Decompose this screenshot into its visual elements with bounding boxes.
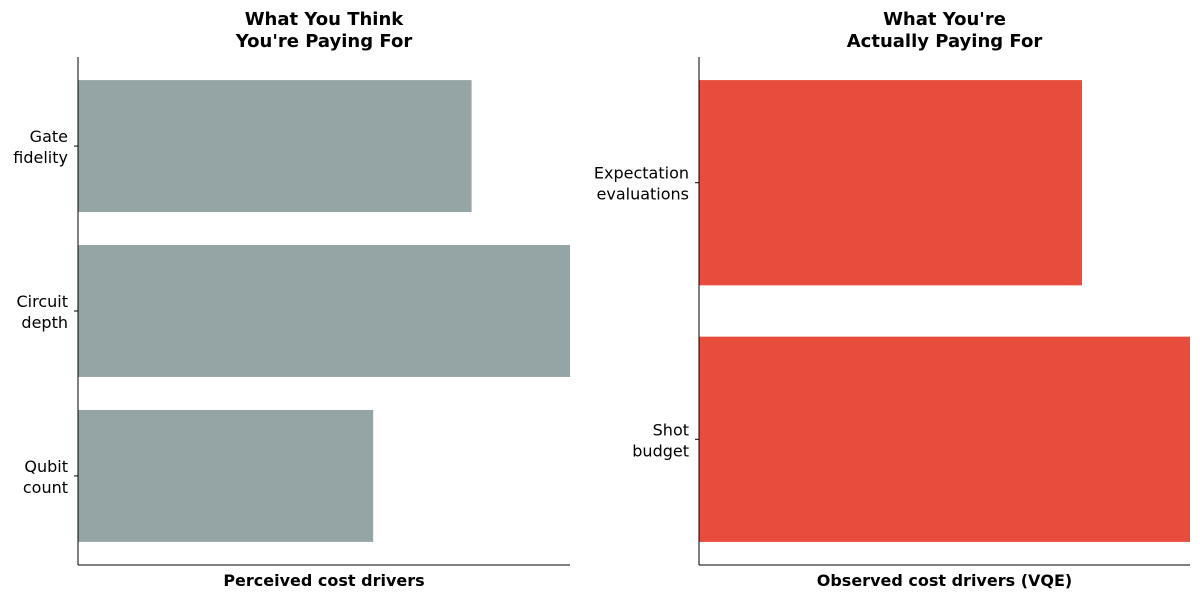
y-tick-label-line: Expectation bbox=[594, 164, 689, 183]
y-tick-label-line: depth bbox=[21, 313, 68, 332]
bar bbox=[699, 80, 1082, 286]
bar bbox=[78, 245, 570, 377]
chart-title-line: What You Think bbox=[245, 9, 405, 30]
y-tick-label-line: count bbox=[23, 478, 68, 497]
y-tick-label-line: evaluations bbox=[597, 185, 690, 204]
y-tick-label: Expectation evaluations bbox=[594, 164, 689, 204]
bar bbox=[78, 80, 472, 213]
chart-title: What You Think You're Paying For bbox=[235, 9, 413, 52]
subplot-2: What You're Actually Paying For Expectatio… bbox=[594, 9, 1190, 590]
y-tick-label: Circuit depth bbox=[17, 292, 69, 332]
chart-title: What You're Actually Paying For bbox=[847, 9, 1043, 52]
y-tick-label-line: Gate bbox=[30, 127, 68, 146]
x-axis-label: Observed cost drivers (VQE) bbox=[817, 571, 1072, 590]
y-tick-label: Shot budget bbox=[632, 420, 689, 460]
y-tick-label: Gate fidelity bbox=[13, 127, 68, 167]
y-tick-label-line: fidelity bbox=[13, 148, 68, 167]
chart-title-line: You're Paying For bbox=[235, 31, 413, 52]
y-tick-label: Qubit count bbox=[23, 457, 68, 497]
bar bbox=[699, 336, 1190, 542]
y-tick-label-line: Shot bbox=[653, 420, 689, 439]
y-tick-label-line: budget bbox=[632, 441, 689, 460]
bar bbox=[78, 409, 374, 542]
subplot-1: What You Think You're Paying For Gate fidel… bbox=[13, 9, 570, 590]
x-axis-label: Perceived cost drivers bbox=[223, 571, 424, 590]
chart-title-line: What You're bbox=[883, 9, 1006, 30]
chart-title-line: Actually Paying For bbox=[847, 31, 1043, 52]
y-tick-label-line: Qubit bbox=[24, 457, 68, 476]
y-tick-label-line: Circuit bbox=[17, 292, 69, 311]
